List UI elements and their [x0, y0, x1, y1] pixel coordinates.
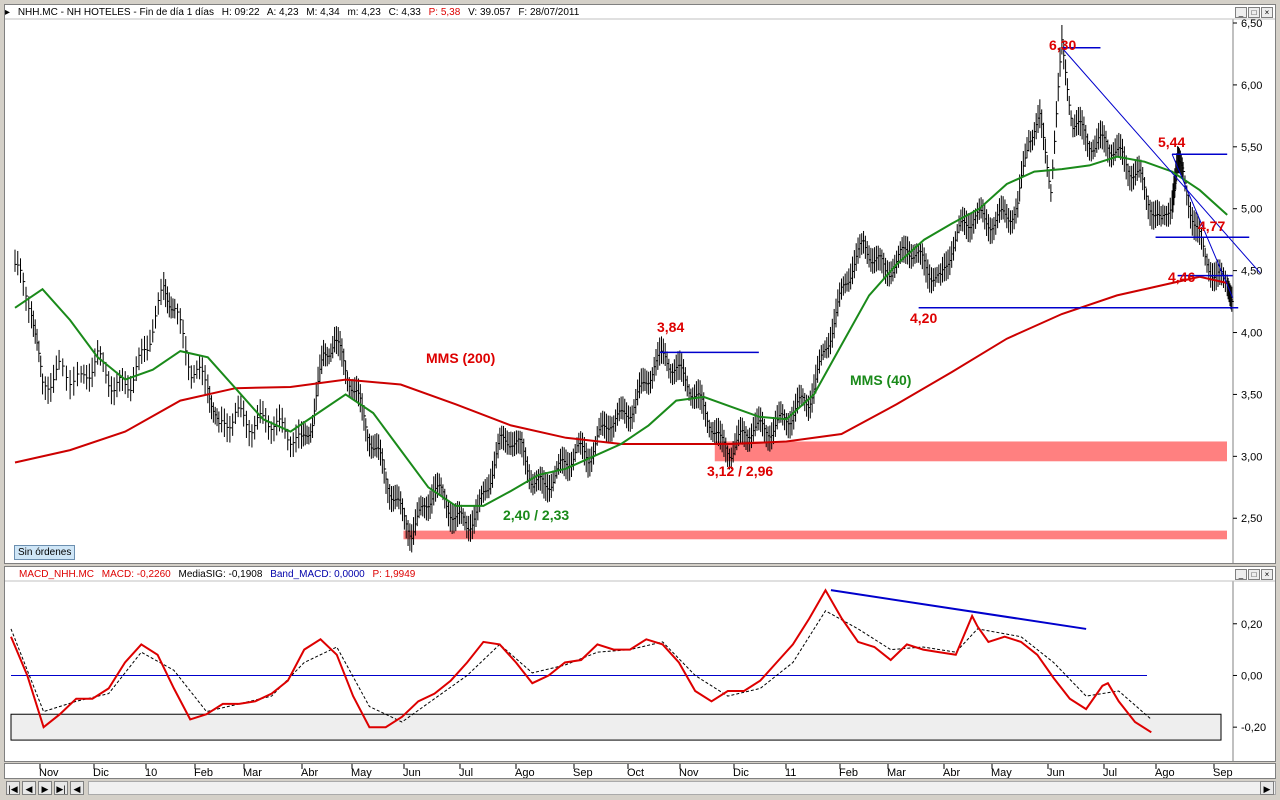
- time-axis: Nov Dic 10 Feb Mar Abr May Jun Jul Ago Sep Oct Nov Di…: [4, 763, 1276, 779]
- time-axis-label: Sep: [1213, 767, 1233, 778]
- chart-annotation: 4,77: [1198, 218, 1225, 234]
- macd-header: MACD_NHH.MC MACD: -0,2260 MediaSIG: -0,1…: [19, 567, 420, 582]
- close-button[interactable]: ×: [1261, 7, 1273, 18]
- macd-pane[interactable]: MACD_NHH.MC MACD: -0,2260 MediaSIG: -0,1…: [4, 566, 1276, 762]
- minimize-button[interactable]: _: [1235, 7, 1247, 18]
- price-y-tick-label: 3,50: [1241, 389, 1262, 401]
- price-y-tick-label: 5,50: [1241, 142, 1262, 154]
- header-low: m: 4,23: [347, 7, 381, 18]
- chart-annotation: MMS (200): [426, 350, 495, 366]
- price-y-tick-label: 2,50: [1241, 513, 1262, 525]
- scroll-prev-icon[interactable]: ◀: [22, 781, 36, 795]
- chart-annotation: 2,40 / 2,33: [503, 507, 569, 523]
- time-axis-label: Jun: [403, 767, 421, 778]
- chart-annotation: 5,44: [1158, 134, 1185, 150]
- header-p: P: 5,38: [428, 7, 461, 18]
- macd-y-tick-label: 0,00: [1241, 670, 1262, 682]
- macd-line: [10, 588, 1152, 734]
- header-symbol: NHH.MC - NH HOTELES - Fin de día 1 días: [17, 7, 214, 18]
- scroll-right-icon[interactable]: ▶: [1260, 781, 1274, 795]
- time-axis-label: Oct: [627, 767, 644, 778]
- time-axis-label: Ago: [515, 767, 535, 778]
- chart-annotation: 3,84: [657, 319, 684, 335]
- support-zone: [403, 530, 1228, 540]
- price-y-tick-label: 4,50: [1241, 266, 1262, 278]
- header-high: M: 4,34: [306, 7, 340, 18]
- chart-annotation: 3,12 / 2,96: [707, 463, 773, 479]
- price-y-tick-label: 6,00: [1241, 80, 1262, 92]
- time-axis-label: Mar: [243, 767, 262, 778]
- time-axis-label: May: [991, 767, 1012, 778]
- time-axis-label: Mar: [887, 767, 906, 778]
- header-volume: V: 39.057: [468, 7, 511, 18]
- time-axis-label: Jul: [1103, 767, 1117, 778]
- price-y-tick-label: 3,00: [1241, 451, 1262, 463]
- mms40-line: [14, 155, 1228, 507]
- scroll-last-icon[interactable]: ▶|: [54, 781, 68, 795]
- chart-annotation: MMS (40): [850, 372, 911, 388]
- macd-close-button[interactable]: ×: [1261, 569, 1273, 580]
- price-chart-header: ▸ NHH.MC - NH HOTELES - Fin de día 1 día…: [5, 5, 584, 20]
- orders-badge[interactable]: Sin órdenes: [14, 545, 76, 560]
- time-axis-label: 11: [785, 767, 796, 778]
- macd-name: MACD_NHH.MC: [19, 569, 94, 580]
- time-axis-label: Dic: [93, 767, 109, 778]
- header-date: F: 28/07/2011: [518, 7, 580, 18]
- price-chart: 6,50 6,00 5,50 5,00 4,50 4,00 3,50 3,00 2,50 6,30…: [5, 18, 1275, 563]
- macd-chart: 0,20 0,00 -0,20: [5, 580, 1275, 761]
- macd-value: MACD: -0,2260: [101, 569, 171, 580]
- header-marker: ▸: [5, 7, 11, 18]
- header-close: C: 4,33: [388, 7, 421, 18]
- macd-window-buttons: _ □ ×: [1235, 569, 1273, 580]
- scroll-left-icon[interactable]: ◀: [70, 781, 84, 795]
- header-hour: H: 09:22: [221, 7, 260, 18]
- time-axis-label: Feb: [194, 767, 213, 778]
- time-axis-label: Dic: [733, 767, 749, 778]
- macd-oversold-band: [10, 713, 1222, 741]
- time-axis-label: Abr: [301, 767, 318, 778]
- macd-signal-value: MediaSIG: -0,1908: [178, 569, 263, 580]
- time-axis-label: Jul: [459, 767, 473, 778]
- macd-y-tick-label: 0,20: [1241, 619, 1262, 631]
- macd-band-value: Band_MACD: 0,0000: [270, 569, 365, 580]
- time-axis-labels: Nov Dic 10 Feb Mar Abr May Jun Jul Ago Sep Oct Nov Di…: [39, 764, 1233, 778]
- price-y-tick-label: 6,50: [1241, 18, 1262, 30]
- chart-annotation: 6,30: [1049, 37, 1076, 53]
- pane-window-buttons: _ □ ×: [1235, 7, 1273, 18]
- macd-p-value: P: 1,9949: [372, 569, 416, 580]
- price-y-tick-label: 5,00: [1241, 204, 1262, 216]
- mms200-line: [14, 275, 1228, 464]
- scroll-first-icon[interactable]: |◀: [6, 781, 20, 795]
- resistance-trendline: [1171, 154, 1234, 299]
- macd-maximize-button[interactable]: □: [1248, 569, 1260, 580]
- time-axis-label: Sep: [573, 767, 593, 778]
- support-zone: [714, 441, 1227, 462]
- resistance-trendline: [1061, 47, 1261, 274]
- chart-annotation: 4,46: [1168, 269, 1195, 285]
- macd-y-tick-label: -0,20: [1241, 722, 1266, 734]
- chart-scrollbar[interactable]: |◀ ◀ ▶ ▶| ◀ ▶: [4, 780, 1276, 796]
- chart-annotation: 4,20: [910, 310, 937, 326]
- time-axis-label: Jun: [1047, 767, 1065, 778]
- header-open: A: 4,23: [266, 7, 299, 18]
- price-y-tick-label: 4,00: [1241, 328, 1262, 340]
- time-axis-label: May: [351, 767, 372, 778]
- price-chart-pane[interactable]: ▸ NHH.MC - NH HOTELES - Fin de día 1 día…: [4, 4, 1276, 564]
- macd-divergence-line: [830, 589, 1087, 630]
- time-axis-label: Feb: [839, 767, 858, 778]
- macd-minimize-button[interactable]: _: [1235, 569, 1247, 580]
- time-axis-label: Nov: [39, 767, 59, 778]
- time-axis-label: Nov: [679, 767, 699, 778]
- maximize-button[interactable]: □: [1248, 7, 1260, 18]
- time-axis-label: Ago: [1155, 767, 1175, 778]
- scroll-next-icon[interactable]: ▶: [38, 781, 52, 795]
- scroll-track[interactable]: [88, 781, 1276, 795]
- time-axis-label: Abr: [943, 767, 960, 778]
- time-axis-label: 10: [145, 767, 157, 778]
